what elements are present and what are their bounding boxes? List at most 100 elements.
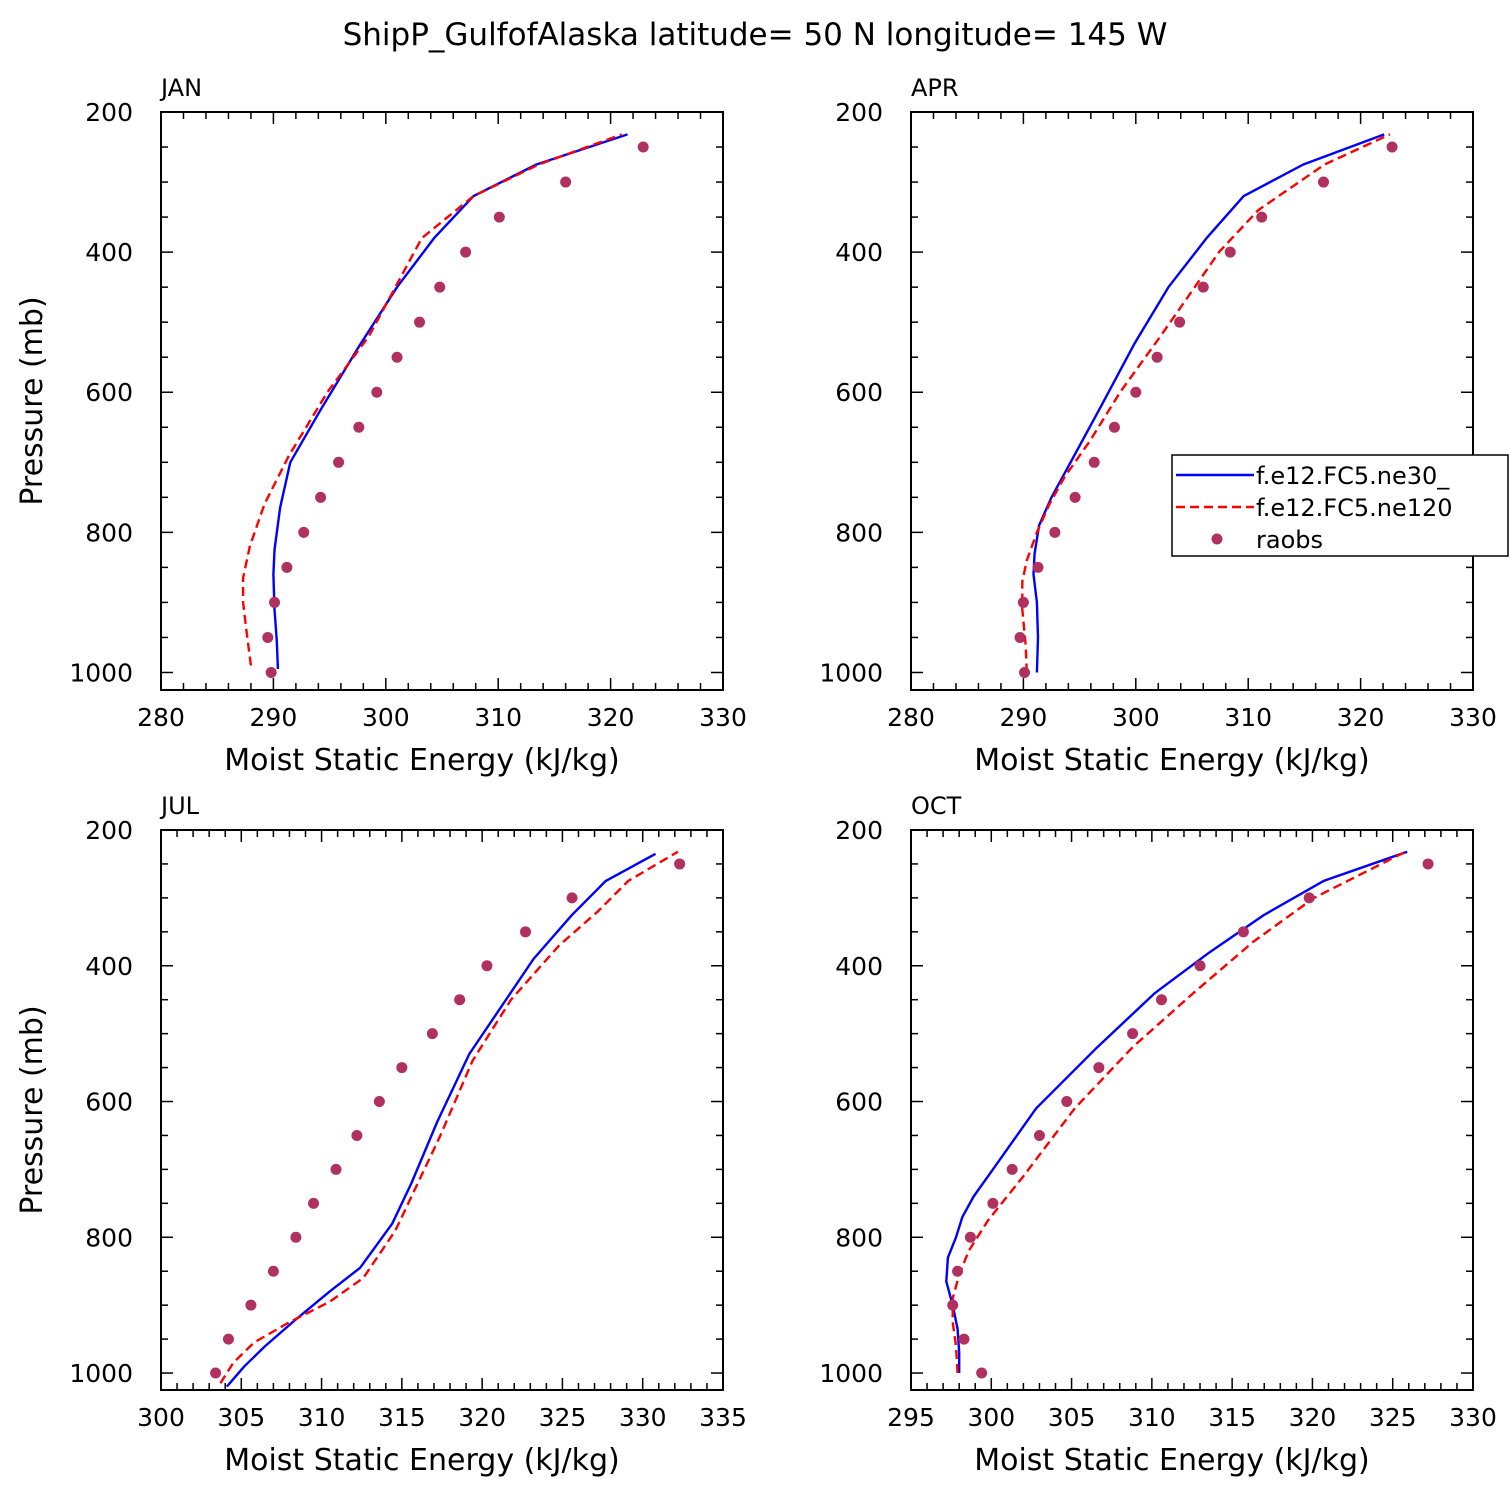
raobs-point (262, 631, 274, 643)
x-tick-label: 330 (1449, 703, 1497, 732)
plot-frame (910, 111, 1474, 691)
raobs-point (1224, 246, 1236, 258)
ne120-line (1021, 133, 1391, 673)
y-tick-label: 400 (85, 952, 133, 981)
y-axis-label: Pressure (mb) (15, 296, 50, 505)
raobs-point (1318, 176, 1330, 188)
x-tick-label: 315 (378, 1403, 426, 1432)
raobs-point (964, 1231, 976, 1243)
legend-box (1171, 454, 1509, 557)
raobs-point (987, 1197, 999, 1209)
y-tick-label: 800 (85, 1223, 133, 1252)
raobs-point (1174, 316, 1186, 328)
y-tick-label: 600 (835, 1088, 883, 1117)
raobs-point (373, 1096, 385, 1108)
x-tick-label: 290 (250, 703, 298, 732)
x-tick-label: 280 (887, 703, 935, 732)
raobs-point (1093, 1062, 1105, 1074)
raobs-point (222, 1333, 234, 1345)
x-tick-label: 310 (1128, 1403, 1176, 1432)
raobs-point (267, 1265, 279, 1277)
raobs-point (396, 1062, 408, 1074)
x-tick-label: 320 (458, 1403, 506, 1432)
ne30-line (225, 852, 657, 1388)
x-tick-label: 320 (1289, 1403, 1337, 1432)
raobs-point (1386, 141, 1398, 153)
x-axis-label: Moist Static Energy (kJ/kg) (974, 1443, 1370, 1478)
ne120-line (219, 850, 679, 1384)
raobs-point (1303, 892, 1315, 904)
raobs-point (351, 1129, 363, 1141)
raobs-point (353, 421, 365, 433)
x-tick-label: 300 (137, 1403, 185, 1432)
ne30-line (1032, 133, 1385, 673)
y-tick-label: 600 (835, 378, 883, 407)
raobs-point (481, 960, 493, 972)
x-tick-label: 320 (587, 703, 635, 732)
y-tick-label: 600 (85, 378, 133, 407)
raobs-point (245, 1299, 257, 1311)
x-tick-label: 315 (1208, 1403, 1256, 1432)
x-tick-label: 330 (1449, 1403, 1497, 1432)
panel-title: JAN (159, 74, 202, 102)
panel-title: OCT (911, 792, 962, 820)
raobs-point (1108, 421, 1120, 433)
y-tick-label: 800 (835, 518, 883, 547)
x-tick-label: 300 (362, 703, 410, 732)
raobs-point (1155, 994, 1167, 1006)
raobs-point (1127, 1028, 1139, 1040)
x-tick-label: 310 (474, 703, 522, 732)
y-tick-label: 200 (85, 98, 133, 127)
raobs-point (460, 246, 472, 258)
panel-oct: OCT 295 300 305 310 315 320 325 330 200 400 600 800 1… (819, 792, 1496, 1478)
legend: f.e12.FC5.ne30_ f.e12.FC5.ne120 raobs (1171, 454, 1509, 557)
ne30-line (945, 850, 1408, 1373)
raobs-point (1032, 561, 1044, 573)
raobs-point (1151, 351, 1163, 363)
raobs-point (947, 1299, 959, 1311)
raobs-point (519, 926, 531, 938)
raobs-point (1006, 1163, 1018, 1175)
raobs-point (298, 526, 310, 538)
y-axis-label: Pressure (mb) (15, 1005, 50, 1214)
y-tick-label: 200 (85, 816, 133, 845)
panel-jul: JUL 300 305 310 315 320 325 330 335 200 400 600 800 1… (15, 792, 747, 1478)
raobs-point (265, 666, 277, 678)
raobs-point (493, 211, 505, 223)
raobs-point (566, 892, 578, 904)
y-tick-label: 200 (835, 816, 883, 845)
legend-label: raobs (1256, 526, 1323, 554)
ne120-line (951, 850, 1407, 1374)
x-tick-label: 295 (887, 1403, 935, 1432)
plot-frame (160, 829, 724, 1391)
raobs-point (674, 858, 686, 870)
y-tick-label: 800 (835, 1223, 883, 1252)
raobs-point (560, 176, 572, 188)
raobs-point (281, 561, 293, 573)
raobs-point (952, 1265, 964, 1277)
raobs-point (210, 1367, 222, 1379)
plot-frame (910, 829, 1474, 1391)
x-axis-label: Moist Static Energy (kJ/kg) (224, 743, 620, 778)
y-tick-label: 400 (835, 238, 883, 267)
raobs-point (308, 1197, 320, 1209)
x-axis-label: Moist Static Energy (kJ/kg) (974, 743, 1370, 778)
y-tick-label: 400 (835, 952, 883, 981)
raobs-point (1088, 456, 1100, 468)
x-tick-label: 300 (1112, 703, 1160, 732)
y-tick-label: 600 (85, 1088, 133, 1117)
y-tick-label: 1000 (69, 1359, 133, 1388)
x-tick-label: 320 (1337, 703, 1385, 732)
raobs-point (1017, 596, 1029, 608)
raobs-point (1237, 926, 1249, 938)
raobs-point (958, 1333, 970, 1345)
y-tick-label: 200 (835, 98, 883, 127)
x-tick-label: 330 (699, 703, 747, 732)
x-tick-label: 330 (619, 1403, 667, 1432)
raobs-point (1069, 491, 1081, 503)
legend-raobs-marker (1211, 533, 1223, 545)
raobs-point (391, 351, 403, 363)
raobs-point (637, 141, 649, 153)
x-tick-label: 325 (539, 1403, 587, 1432)
panel-title: JUL (159, 792, 200, 820)
